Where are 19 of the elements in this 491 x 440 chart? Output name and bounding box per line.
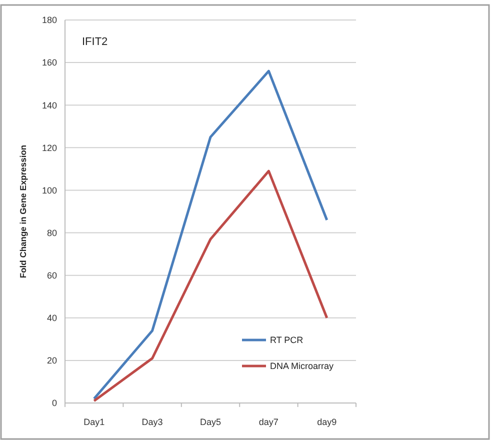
x-tick-label: Day1 xyxy=(84,417,105,427)
y-tick-label: 80 xyxy=(46,228,57,238)
x-tick-label: day7 xyxy=(258,417,278,427)
y-axis-title: Fold Change in Gene Expression xyxy=(18,144,28,278)
y-tick-label: 60 xyxy=(46,270,57,280)
y-tick-label: 0 xyxy=(52,398,57,408)
x-tick-label: day9 xyxy=(317,417,337,427)
y-tick-label: 140 xyxy=(42,100,57,110)
x-tick-label: Day5 xyxy=(200,417,222,427)
y-tick-label: 40 xyxy=(46,313,57,324)
y-tick-label: 180 xyxy=(42,15,57,26)
y-tick-label: 100 xyxy=(42,185,57,196)
y-tick-label: 160 xyxy=(42,58,57,68)
legend-label: DNA Microarray xyxy=(270,361,334,372)
y-tick-label: 120 xyxy=(42,142,57,153)
x-tick-label: Day3 xyxy=(142,417,163,427)
text: IFIT2 xyxy=(82,36,108,48)
y-tick-label: 20 xyxy=(46,356,57,366)
legend-label: RT PCR xyxy=(270,335,304,346)
